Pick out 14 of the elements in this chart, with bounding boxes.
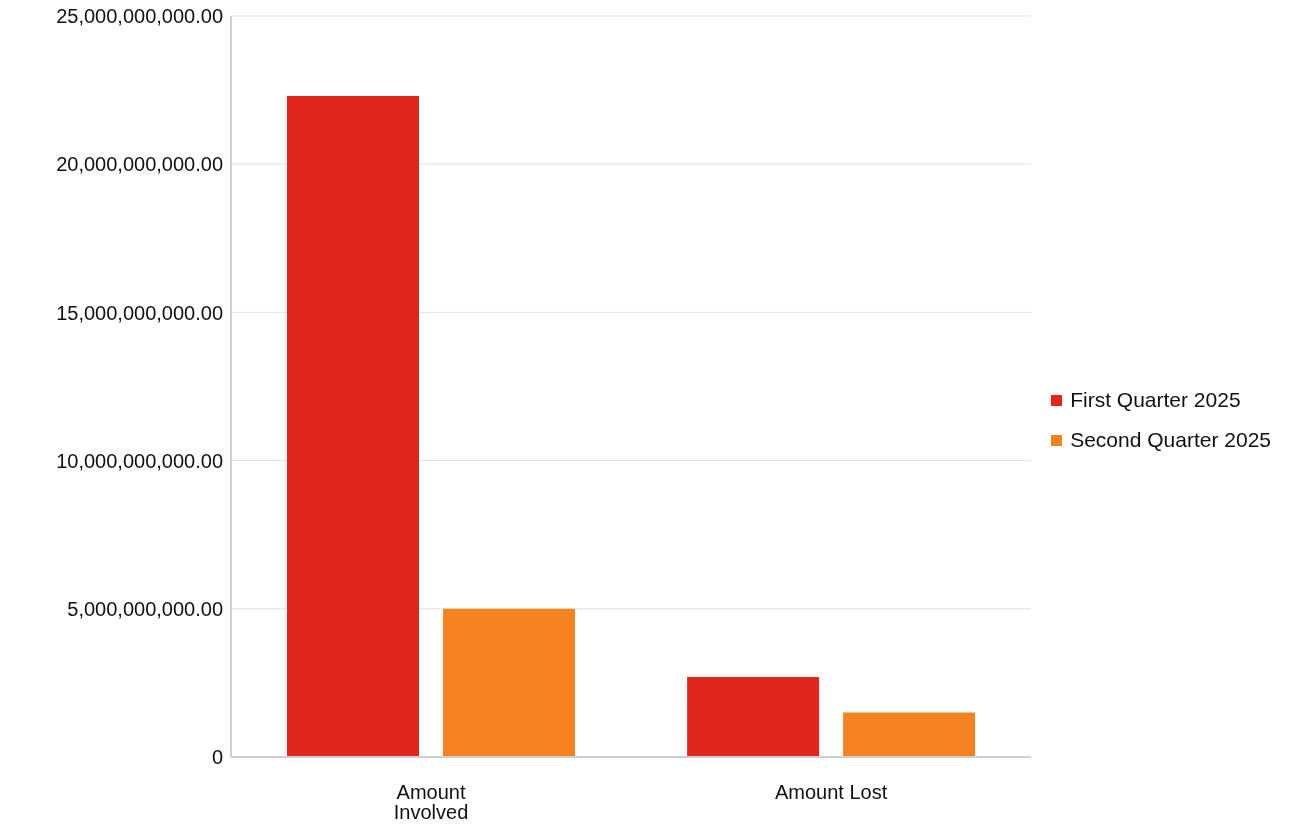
y-tick-label: 20,000,000,000.00: [56, 153, 223, 176]
x-tick-label: Amount Involved: [393, 781, 469, 824]
legend-label: First Quarter 2025: [1070, 387, 1241, 411]
x-tick-label: Amount Lost: [774, 781, 888, 804]
y-tick-label: 5,000,000,000.00: [67, 597, 223, 620]
bar: [443, 608, 576, 757]
y-tick-label: 25,000,000,000.00: [56, 5, 223, 28]
y-tick-label: 0: [211, 746, 223, 769]
y-tick-label: 15,000,000,000.00: [56, 301, 223, 324]
legend-label: Second Quarter 2025: [1070, 427, 1271, 451]
bar: [843, 712, 976, 757]
y-tick-label: 10,000,000,000.00: [56, 449, 223, 472]
bar: [287, 96, 420, 757]
bar: [687, 676, 820, 757]
